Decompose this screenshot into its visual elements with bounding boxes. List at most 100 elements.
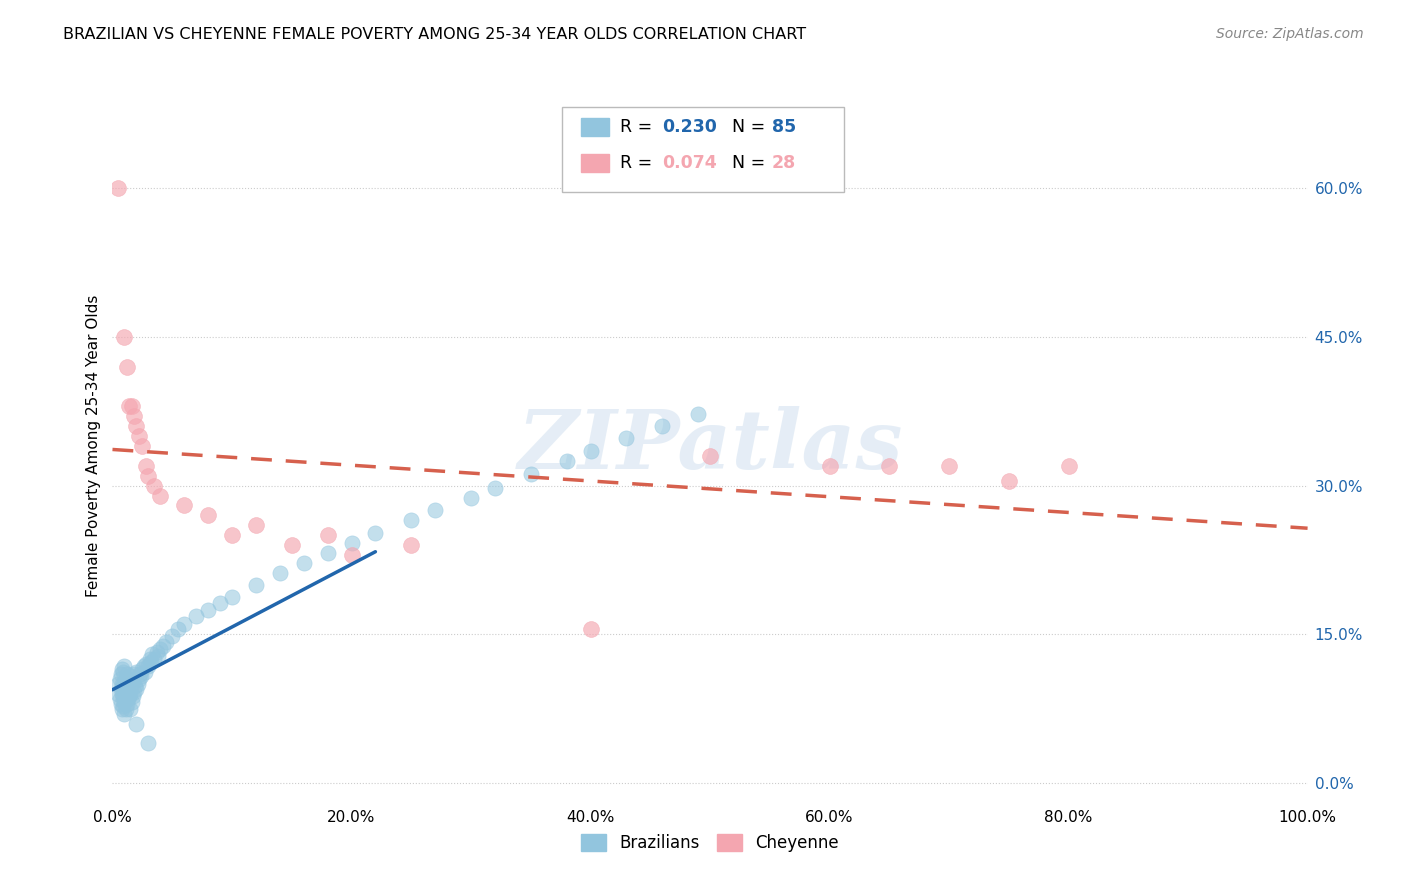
Point [316,528,339,542]
Point [879,458,901,473]
Point [114,701,136,715]
Point [112,698,135,713]
Point [131,439,153,453]
Point [125,419,148,434]
Text: N =: N = [721,154,770,172]
Point [115,359,138,374]
Point [129,667,152,681]
Point [127,677,149,691]
Point [120,669,142,683]
Point [108,672,131,686]
Point [118,400,141,414]
Point [401,513,423,527]
Point [401,538,423,552]
Point [520,467,543,481]
Point [651,419,673,434]
Point [316,546,339,560]
Point [111,687,134,701]
Point [114,695,135,709]
Point [245,518,267,533]
Text: ZIPatlas: ZIPatlas [517,406,903,486]
Point [114,330,135,344]
Point [197,508,219,523]
Point [111,662,134,676]
Point [209,596,232,610]
Point [138,468,160,483]
Text: 0.074: 0.074 [662,154,717,172]
Point [616,431,638,445]
Point [121,400,143,414]
Point [364,526,387,541]
Point [145,645,167,659]
Point [579,444,602,458]
Point [699,449,721,463]
Point [115,697,138,711]
Point [128,429,150,443]
Point [138,736,160,750]
Point [460,491,482,505]
Point [221,590,243,604]
Point [818,458,841,473]
Point [114,685,135,699]
Point [135,657,157,671]
Point [110,667,132,681]
Point [125,716,148,731]
Point [121,689,143,703]
Point [340,536,363,550]
Point [340,548,363,562]
Point [120,701,142,715]
Point [484,481,506,495]
Point [221,528,243,542]
Point [138,652,160,666]
Point [149,642,172,657]
Point [121,695,143,709]
Point [112,665,135,679]
Point [152,639,174,653]
Point [143,478,166,492]
Text: 85: 85 [772,118,796,136]
Point [555,454,578,468]
Point [141,647,163,661]
Point [425,503,447,517]
Point [110,681,132,696]
Y-axis label: Female Poverty Among 25-34 Year Olds: Female Poverty Among 25-34 Year Olds [86,295,101,597]
Point [128,672,150,686]
Point [135,458,157,473]
Point [111,677,134,691]
Point [114,706,135,721]
Point [292,556,315,570]
Point [114,672,136,686]
Point [117,677,139,691]
Point [269,566,291,580]
Point [173,499,195,513]
Point [688,407,710,421]
Point [117,691,139,706]
Point [938,458,960,473]
Point [124,679,146,693]
Point [146,649,169,664]
Point [112,679,135,693]
Point [114,659,135,673]
Point [155,635,177,649]
Point [173,617,195,632]
Point [131,662,153,676]
Point [143,652,166,666]
Point [134,665,156,679]
Point [129,669,152,683]
Point [1057,458,1080,473]
Text: BRAZILIAN VS CHEYENNE FEMALE POVERTY AMONG 25-34 YEAR OLDS CORRELATION CHART: BRAZILIAN VS CHEYENNE FEMALE POVERTY AMO… [63,27,807,42]
Point [115,667,138,681]
Point [121,677,143,691]
Point [118,689,141,703]
Point [122,409,145,424]
Text: N =: N = [721,118,770,136]
Point [112,689,135,703]
Point [107,181,129,195]
Point [579,623,602,637]
Point [122,685,145,699]
Point [121,672,143,686]
Point [245,578,267,592]
Point [122,667,145,681]
Point [197,602,219,616]
Point [125,681,148,696]
